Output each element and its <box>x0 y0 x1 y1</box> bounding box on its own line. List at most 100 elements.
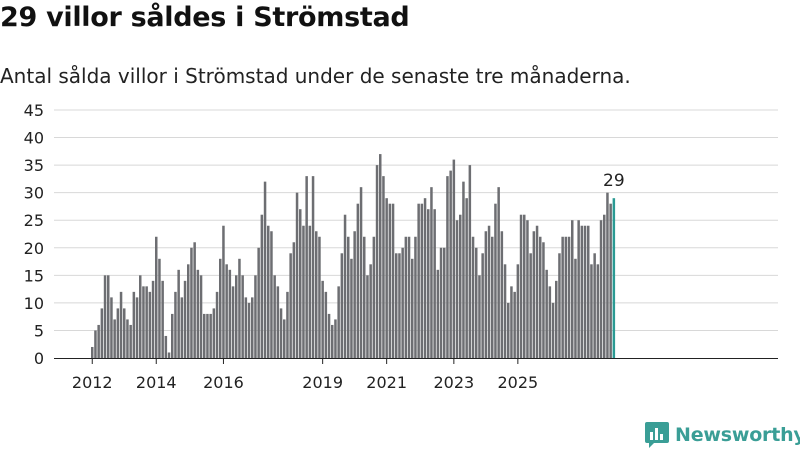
bar <box>148 291 152 358</box>
bar <box>612 198 616 358</box>
bar <box>571 220 574 358</box>
bar <box>155 236 158 358</box>
bar <box>599 220 603 358</box>
x-tick-label: 2016 <box>203 373 244 392</box>
bar <box>273 275 276 358</box>
bar <box>561 236 564 358</box>
bar <box>430 187 433 358</box>
bar <box>503 264 507 358</box>
bar <box>606 192 609 358</box>
bar <box>145 286 148 358</box>
bar <box>340 253 344 358</box>
bar <box>353 231 356 358</box>
bar <box>366 275 369 358</box>
bar <box>391 203 395 358</box>
bar <box>295 192 299 358</box>
bar <box>203 313 206 358</box>
x-tick-label: 2023 <box>433 373 474 392</box>
bar <box>603 214 606 358</box>
bar <box>276 286 280 358</box>
bar <box>439 247 443 358</box>
bar <box>484 231 488 358</box>
bar <box>555 280 558 358</box>
bar <box>337 286 340 358</box>
bar <box>443 247 446 358</box>
bar <box>436 269 440 358</box>
bar <box>113 319 116 358</box>
bar <box>206 313 209 358</box>
newsworthy-logo: Newsworthy <box>644 421 800 449</box>
bar <box>270 231 273 358</box>
bar <box>244 297 248 358</box>
highlight-value-label: 29 <box>603 171 625 191</box>
chart-title: 29 villor såldes i Strömstad <box>0 2 410 33</box>
bar <box>532 231 536 358</box>
bar <box>187 264 190 358</box>
bar <box>372 236 376 358</box>
bar <box>103 275 107 358</box>
bar <box>238 258 241 358</box>
bar <box>177 269 180 358</box>
bar <box>500 231 504 358</box>
bar <box>465 198 468 358</box>
bar <box>414 236 417 358</box>
bar <box>174 291 177 358</box>
bar <box>375 165 379 358</box>
bar <box>459 214 462 358</box>
bar <box>190 247 193 358</box>
bar <box>359 187 363 358</box>
y-tick-label: 10 <box>24 294 44 313</box>
bar <box>395 253 398 358</box>
bar <box>507 302 510 358</box>
bar <box>331 324 334 358</box>
bar <box>446 176 449 358</box>
bar <box>382 176 385 358</box>
bar <box>510 286 513 358</box>
bar <box>267 225 270 358</box>
bar <box>427 209 430 358</box>
bar <box>388 203 392 358</box>
x-tick-label: 2019 <box>302 373 343 392</box>
bar <box>215 291 219 358</box>
bar <box>327 313 331 358</box>
bar <box>231 286 235 358</box>
bar <box>523 214 526 358</box>
bar <box>222 225 225 358</box>
bar <box>292 242 296 358</box>
bar <box>481 253 484 358</box>
bar <box>107 275 110 358</box>
bar <box>471 236 475 358</box>
bar <box>363 236 366 358</box>
bar <box>455 220 459 358</box>
y-tick-label: 0 <box>34 349 44 368</box>
bar <box>132 291 136 358</box>
bar <box>401 247 404 358</box>
bar <box>420 203 424 358</box>
bar <box>324 291 328 358</box>
bar <box>180 297 184 358</box>
bar <box>539 236 542 358</box>
bar <box>254 275 257 358</box>
y-tick-label: 45 <box>24 101 44 120</box>
bar <box>308 225 312 358</box>
bar <box>279 308 283 358</box>
bar <box>116 308 120 358</box>
bar <box>251 297 254 358</box>
bar <box>228 269 232 358</box>
bar <box>590 264 593 358</box>
bar <box>305 176 308 358</box>
bar <box>423 198 427 358</box>
bar <box>171 313 174 358</box>
bar <box>343 214 347 358</box>
bar <box>289 253 292 358</box>
bar <box>139 275 142 358</box>
bar <box>487 225 491 358</box>
bar <box>315 231 318 358</box>
bar <box>318 236 321 358</box>
brand-name: Newsworthy <box>675 424 800 446</box>
bar <box>548 286 552 358</box>
bar <box>119 291 123 358</box>
bar <box>142 286 145 358</box>
bar <box>219 258 222 358</box>
bar <box>379 154 382 358</box>
